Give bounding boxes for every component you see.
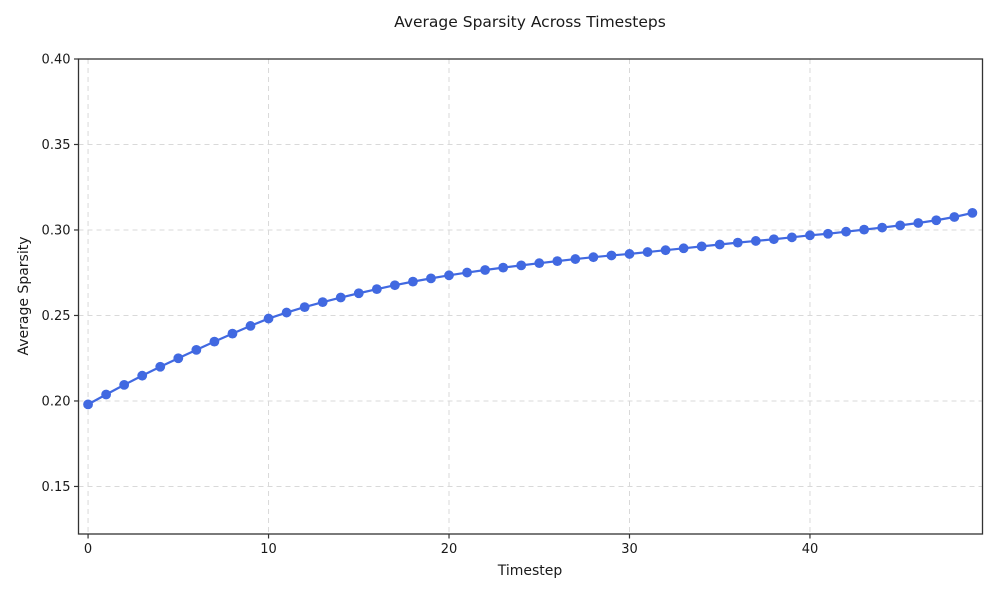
data-point <box>191 344 202 355</box>
data-point <box>263 313 274 324</box>
data-point <box>732 237 743 248</box>
data-point <box>895 220 906 231</box>
data-point <box>750 236 761 246</box>
data-point <box>426 273 436 284</box>
x-tick-label: 30 <box>621 542 638 557</box>
x-tick-label: 0 <box>84 542 92 557</box>
data-point <box>209 336 220 347</box>
data-point <box>859 224 870 235</box>
data-point <box>841 226 851 237</box>
data-point <box>281 307 292 318</box>
y-tick-label: 0.15 <box>42 480 71 495</box>
data-point <box>913 218 924 228</box>
data-point <box>516 260 527 271</box>
data-point <box>967 207 978 218</box>
data-point <box>353 288 364 299</box>
data-point <box>335 292 346 303</box>
data-point <box>642 247 653 257</box>
data-point <box>660 245 671 256</box>
plot-spines <box>77 58 984 535</box>
data-point <box>498 262 509 273</box>
x-tick-label: 40 <box>802 542 819 557</box>
data-point <box>83 399 93 410</box>
x-tick-label: 20 <box>441 542 458 557</box>
chart-title: Average Sparsity Across Timesteps <box>394 13 666 31</box>
data-point <box>768 234 779 245</box>
data-point <box>534 258 545 269</box>
data-point <box>408 276 418 287</box>
data-point <box>606 250 617 261</box>
data-point <box>949 212 960 222</box>
data-point <box>552 256 563 267</box>
data-point <box>480 265 491 275</box>
data-point <box>805 230 815 241</box>
data-point <box>299 302 310 313</box>
data-point <box>931 215 942 226</box>
y-axis-label: Average Sparsity <box>16 236 32 356</box>
data-point <box>444 270 454 281</box>
data-point <box>714 239 725 250</box>
y-tick-label: 0.40 <box>42 53 71 68</box>
data-point <box>155 361 166 372</box>
y-tick-label: 0.20 <box>42 394 71 409</box>
data-point <box>678 243 689 254</box>
data-point <box>245 321 256 331</box>
data-line <box>87 211 973 406</box>
data-point <box>173 353 184 364</box>
y-tick-label: 0.35 <box>42 138 71 153</box>
data-point <box>371 284 382 295</box>
data-point <box>119 379 130 390</box>
data-point <box>137 370 148 381</box>
data-point <box>570 254 581 264</box>
data-point <box>101 389 112 400</box>
data-point <box>317 297 328 308</box>
data-point <box>823 228 833 239</box>
data-point <box>588 252 599 263</box>
y-tick-label: 0.25 <box>42 309 71 324</box>
data-point <box>877 222 888 233</box>
data-point <box>787 232 797 243</box>
data-point <box>624 249 635 259</box>
data-point <box>389 280 400 291</box>
data-point <box>696 241 707 252</box>
x-tick-label: 10 <box>260 542 277 557</box>
y-tick-label: 0.30 <box>42 223 71 238</box>
data-point <box>462 267 472 278</box>
data-point <box>227 328 238 339</box>
x-axis-label: Timestep <box>497 563 563 579</box>
